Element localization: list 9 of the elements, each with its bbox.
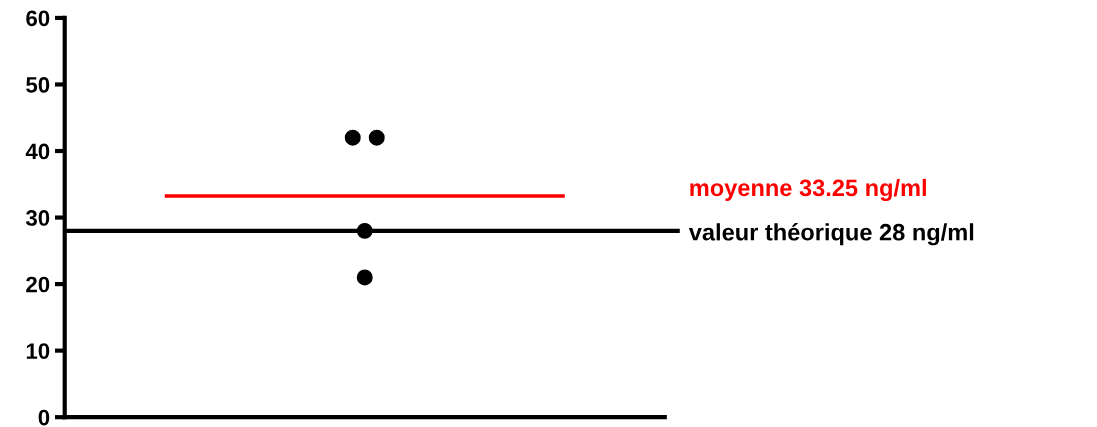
ref-line-label: moyenne 33.25 ng/ml xyxy=(690,178,926,201)
y-tick-label: 10 xyxy=(26,343,50,359)
y-tick-label: 30 xyxy=(25,210,50,226)
y-tick-label: 50 xyxy=(26,77,50,93)
ref-line-label: valeur théorique 28 ng/ml xyxy=(688,223,974,246)
y-tick-label: 60 xyxy=(26,10,50,27)
y-tick-label: 40 xyxy=(25,143,50,160)
y-tick-label: 20 xyxy=(26,276,50,293)
y-tick-label: 0 xyxy=(38,409,50,426)
